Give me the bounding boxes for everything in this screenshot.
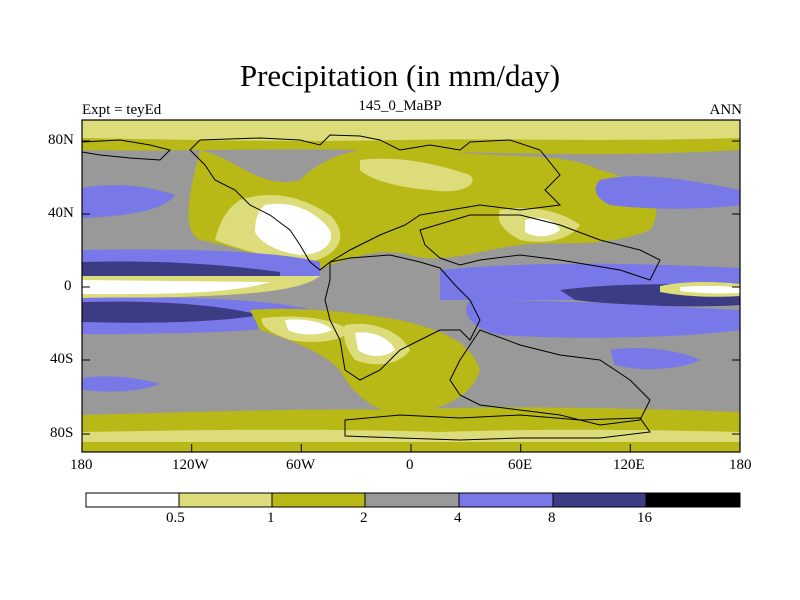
southern-ocean-blue-west — [82, 376, 160, 392]
lat-label-40s: 40S — [50, 351, 74, 367]
experiment-label: Expt = teyEd — [82, 102, 162, 118]
colorbar-swatch-2 — [179, 493, 272, 507]
lat-ticks — [82, 140, 740, 435]
coastlines — [82, 134, 661, 441]
colorbar-swatch-4 — [365, 493, 459, 507]
lon-label-60e: 60E — [508, 457, 533, 473]
map-title: Precipitation (in mm/day) — [239, 58, 561, 93]
south-indian-blue — [466, 300, 740, 338]
south-pacific-blue — [610, 348, 700, 370]
colorbar-label-2: 2 — [360, 510, 368, 526]
colorbar-swatch-1 — [86, 493, 179, 507]
spcz-core — [82, 301, 260, 323]
lon-label-120e: 120E — [613, 457, 645, 473]
colorbar — [85, 492, 741, 508]
colorbar-swatch-6 — [553, 493, 646, 507]
lon-label-60w: 60W — [286, 457, 316, 473]
arctic-pale — [82, 128, 740, 141]
pacific-storm-track — [595, 176, 740, 209]
lat-label-80n: 80N — [48, 132, 74, 148]
season-label: ANN — [709, 102, 743, 118]
colorbar-label-1: 1 — [267, 510, 275, 526]
colorbar-label-4: 4 — [454, 510, 462, 526]
lon-label-0: 0 — [406, 457, 414, 473]
colorbar-label-16: 16 — [637, 510, 652, 526]
colorbar-label-8: 8 — [548, 510, 556, 526]
lon-label-120w: 120W — [172, 457, 209, 473]
atlantic-storm-track — [82, 185, 175, 218]
equatorial-dry-west — [82, 280, 270, 295]
na-dry-core — [255, 203, 331, 255]
colorbar-label-0-5: 0.5 — [166, 510, 185, 526]
lon-label-180e: 180 — [729, 457, 752, 473]
equatorial-dry-east — [680, 285, 740, 294]
europe-pale — [360, 158, 473, 192]
map-field — [82, 120, 740, 452]
africa-dry-core — [355, 332, 395, 356]
sa-dry-core — [285, 319, 332, 335]
lat-label-40n: 40N — [48, 205, 74, 221]
lat-label-0: 0 — [64, 278, 72, 294]
period-label: 145_0_MaBP — [358, 98, 442, 114]
colorbar-swatch-7 — [646, 493, 740, 507]
itcz-core-west — [82, 261, 280, 278]
lat-label-80s: 80S — [50, 425, 74, 441]
lon-ticks — [81, 444, 741, 452]
colorbar-swatch-5 — [459, 493, 553, 507]
lon-label-180w: 180 — [70, 457, 93, 473]
colorbar-swatch-3 — [272, 493, 365, 507]
colorbar-frame — [85, 492, 741, 508]
